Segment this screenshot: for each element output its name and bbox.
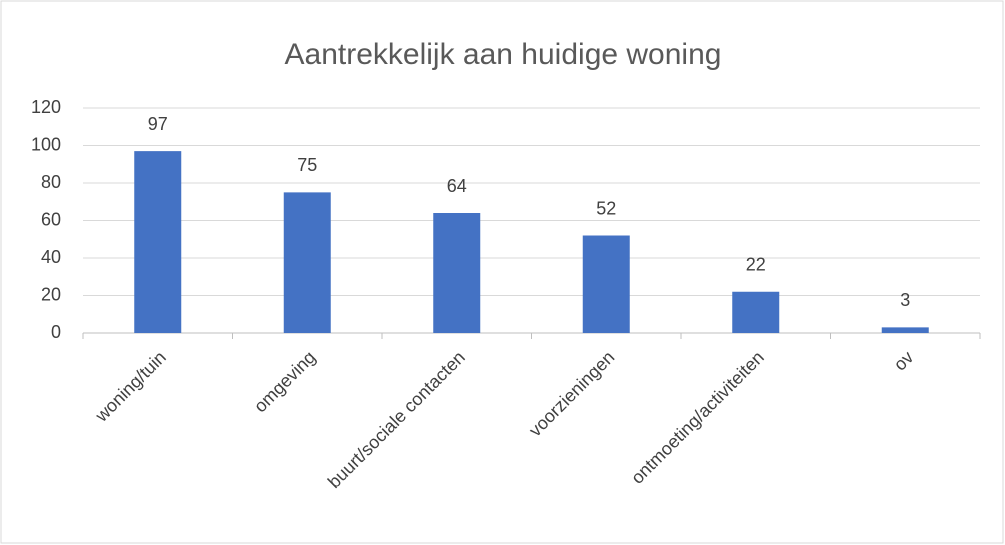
- y-tick-label: 40: [41, 247, 61, 267]
- y-tick-label: 80: [41, 172, 61, 192]
- chart-title: Aantrekkelijk aan huidige woning: [285, 38, 722, 71]
- bar: [881, 327, 929, 333]
- data-label: 3: [900, 290, 910, 310]
- bar: [134, 151, 182, 333]
- bar: [283, 192, 331, 333]
- data-label: 64: [447, 176, 467, 196]
- data-label: 22: [746, 255, 766, 275]
- bar: [732, 291, 780, 333]
- data-label: 75: [297, 155, 317, 175]
- y-tick-label: 0: [51, 322, 61, 342]
- y-tick-label: 60: [41, 209, 61, 229]
- data-label: 97: [148, 114, 168, 134]
- y-tick-label: 20: [41, 284, 61, 304]
- data-label: 52: [596, 198, 616, 218]
- bar: [582, 235, 630, 333]
- y-tick-label: 100: [31, 134, 61, 154]
- y-tick-label: 120: [31, 97, 61, 117]
- bar: [433, 213, 481, 333]
